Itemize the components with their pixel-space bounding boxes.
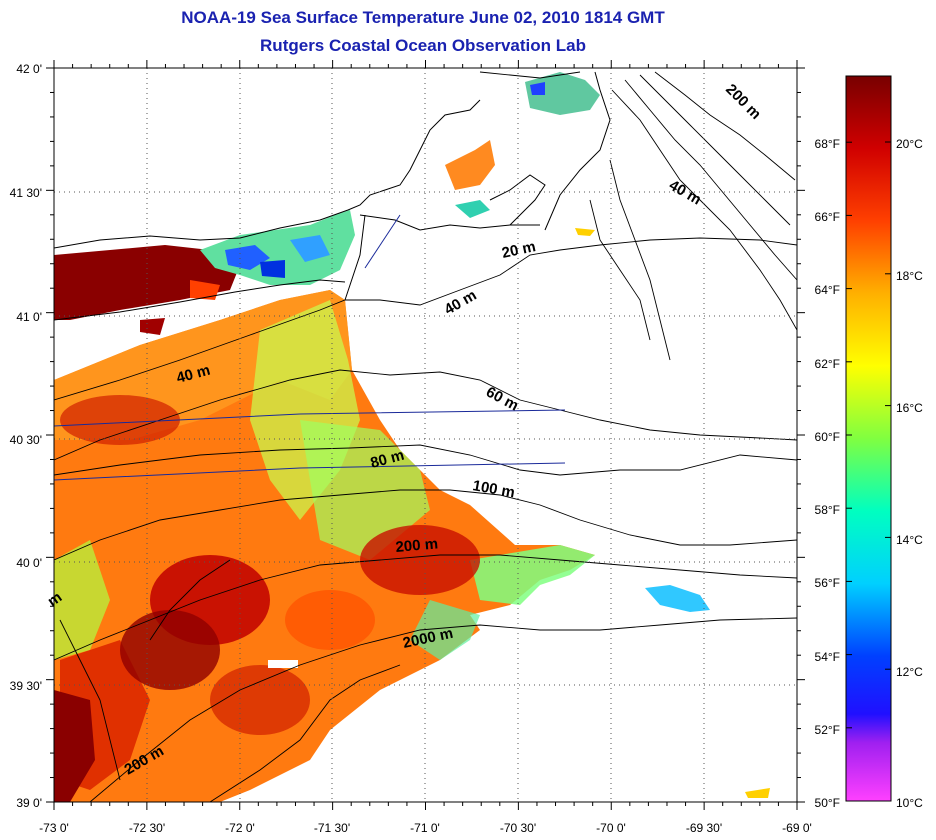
map-title: NOAA-19 Sea Surface Temperature June 02,…: [181, 8, 665, 27]
contour-label-60m: 60 m: [483, 384, 521, 415]
lon-tick-label: -73 0': [39, 821, 69, 835]
lat-tick-label: 40 0': [16, 556, 42, 570]
lon-tick-label: -71 30': [314, 821, 350, 835]
sst-field: [54, 72, 770, 802]
map-subtitle: Rutgers Coastal Ocean Observation Lab: [260, 36, 586, 55]
cb-label-c: 16°C: [896, 401, 923, 415]
lon-tick-labels: -73 0' -72 30' -72 0' -71 30' -71 0' -70…: [39, 821, 812, 835]
lon-tick-label: -70 0': [596, 821, 626, 835]
lon-tick-label: -72 0': [225, 821, 255, 835]
lat-tick-label: 39 30': [10, 679, 42, 693]
lat-tick-labels: 42 0' 41 30' 41 0' 40 30' 40 0' 39 30' 3…: [10, 62, 42, 810]
cb-label-f: 50°F: [815, 796, 840, 810]
colorbar: 68°F 66°F 64°F 62°F 60°F 58°F 56°F 54°F …: [815, 75, 923, 810]
lon-tick-label: -70 30': [500, 821, 536, 835]
lat-tick-label: 42 0': [16, 62, 42, 76]
lon-tick-label: -69 0': [782, 821, 812, 835]
cb-label-f: 68°F: [815, 137, 840, 151]
contour-label-200m-ne: 200 m: [722, 81, 764, 123]
cb-label-f: 62°F: [815, 357, 840, 371]
colorbar-fahrenheit-labels: 68°F 66°F 64°F 62°F 60°F 58°F 56°F 54°F …: [815, 137, 840, 810]
contour-label-40m-mid: 40 m: [442, 287, 480, 319]
cb-label-f: 66°F: [815, 210, 840, 224]
axis-ticks: [46, 60, 805, 810]
coastline: [54, 71, 611, 321]
contour-label-100m: 100 m: [471, 477, 516, 501]
lon-tick-label: -72 30': [129, 821, 165, 835]
bathymetry-contours: [54, 71, 797, 802]
cb-label-c: 14°C: [896, 533, 923, 547]
cb-label-f: 54°F: [815, 650, 840, 664]
cb-label-f: 52°F: [815, 723, 840, 737]
cb-label-f: 60°F: [815, 430, 840, 444]
cb-label-f: 64°F: [815, 283, 840, 297]
lat-tick-label: 41 30': [10, 186, 42, 200]
cb-label-c: 20°C: [896, 137, 923, 151]
colorbar-scale: [845, 75, 892, 802]
lat-tick-label: 39 0': [16, 796, 42, 810]
lat-tick-label: 41 0': [16, 310, 42, 324]
colorbar-ticks: [846, 141, 891, 802]
colorbar-celsius-labels: 20°C 18°C 16°C 14°C 12°C 10°C: [896, 137, 923, 810]
lon-tick-label: -69 30': [686, 821, 722, 835]
contour-label-200m-mid: 200 m: [395, 535, 439, 556]
cb-label-f: 58°F: [815, 503, 840, 517]
lat-tick-label: 40 30': [10, 433, 42, 447]
cb-label-c: 10°C: [896, 796, 923, 810]
cb-label-c: 12°C: [896, 665, 923, 679]
ship-tracks: [54, 214, 566, 481]
cb-label-f: 56°F: [815, 576, 840, 590]
contour-label-20m: 20 m: [500, 238, 537, 262]
lon-tick-label: -71 0': [410, 821, 440, 835]
contour-label-40m-ne: 40 m: [666, 177, 704, 209]
cb-label-c: 18°C: [896, 269, 923, 283]
